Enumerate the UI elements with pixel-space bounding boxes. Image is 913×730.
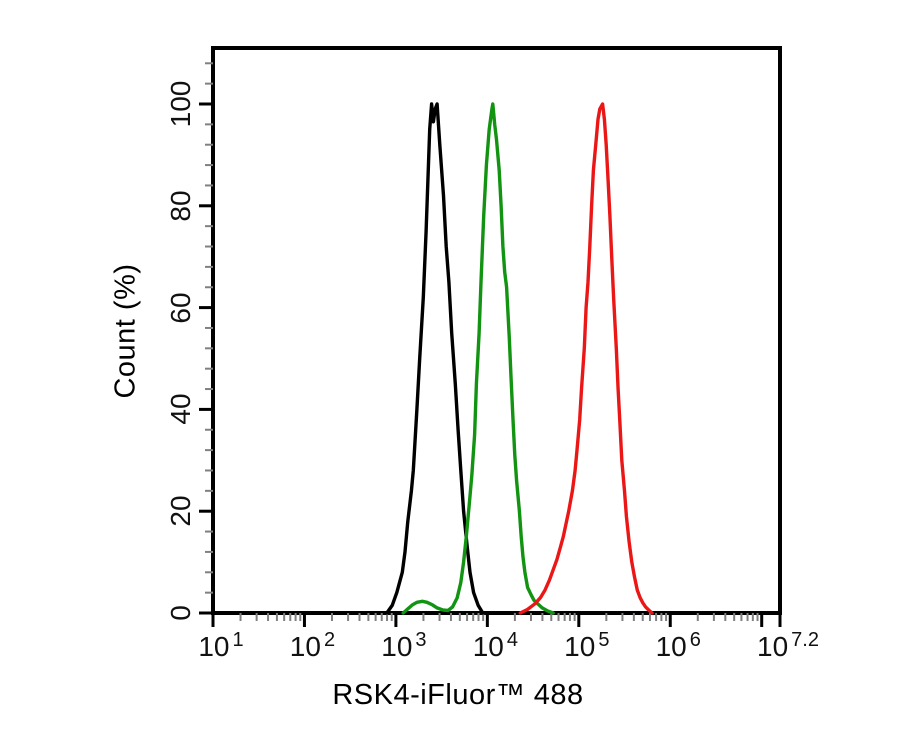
y-tick-label-40: 40 xyxy=(165,393,196,425)
x-axis-title: RSK4-iFluor™ 488 xyxy=(332,679,584,711)
axes-frame xyxy=(211,46,782,615)
x-tick-label-10e2: 10 2 xyxy=(289,629,336,662)
y-minor-ticks xyxy=(205,62,213,594)
x-minor-ticks xyxy=(239,613,759,621)
x-tick-label-10e4: 10 4 xyxy=(472,629,518,662)
y-major-ticks xyxy=(199,102,213,615)
curve-green xyxy=(401,102,555,615)
y-tick-label-20: 20 xyxy=(165,495,196,527)
curve-red xyxy=(518,102,654,615)
x-tick-label-10e1: 10 1 xyxy=(198,629,244,662)
x-tick-label-10e6: 10 6 xyxy=(655,629,701,662)
y-tick-label-100: 100 xyxy=(165,80,196,128)
curve-black xyxy=(385,102,485,615)
y-tick-label-80: 80 xyxy=(165,190,196,222)
x-major-ticks xyxy=(211,613,782,627)
x-tick-label-10e3: 10 3 xyxy=(381,629,427,662)
x-tick-label-10e5: 10 5 xyxy=(564,629,610,662)
y-axis-title: Count (%) xyxy=(109,263,142,399)
y-tick-label-0: 0 xyxy=(165,605,196,621)
x-tick-label-10e7.2: 10 7.2 xyxy=(757,629,819,662)
y-tick-label-60: 60 xyxy=(165,292,196,324)
